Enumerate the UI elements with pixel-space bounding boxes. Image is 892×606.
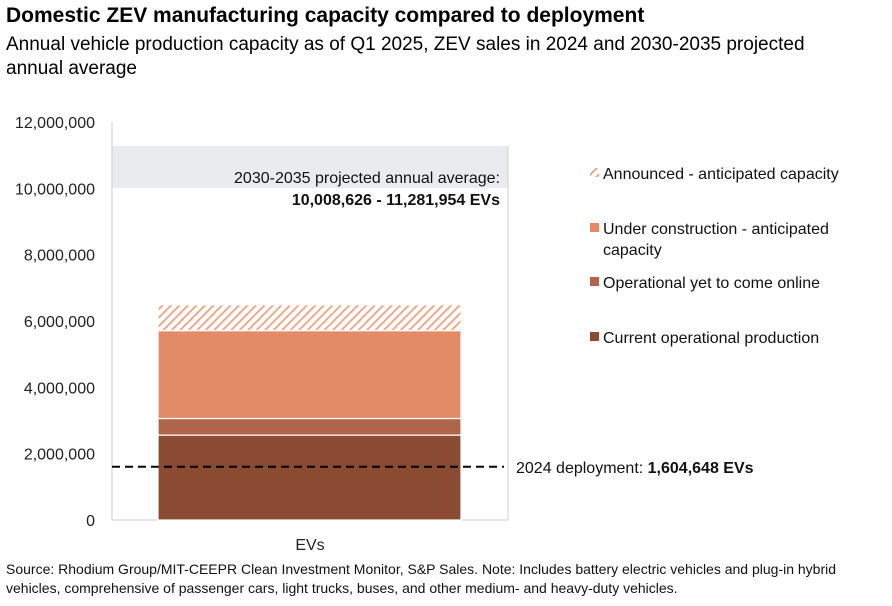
source-note: Source: Rhodium Group/MIT-CEEPR Clean In… bbox=[6, 561, 837, 596]
legend-label: Announced - anticipated capacity bbox=[603, 166, 839, 183]
legend-swatch bbox=[590, 332, 599, 341]
projection-range-label: 10,008,626 - 11,281,954 EVs bbox=[292, 192, 500, 209]
y-tick-label: 2,000,000 bbox=[24, 447, 95, 464]
chart-canvas: 2030-2035 projected annual average: 10,00… bbox=[15, 115, 839, 554]
bar-segment bbox=[157, 330, 462, 420]
legend-swatch bbox=[590, 223, 599, 232]
legend-swatch bbox=[590, 168, 599, 177]
bar-segment bbox=[157, 417, 462, 436]
y-tick-label: 4,000,000 bbox=[24, 380, 95, 397]
projection-band bbox=[112, 145, 508, 189]
legend-label: Under construction - anticipated capacity bbox=[603, 221, 829, 259]
y-tick-label: 0 bbox=[86, 513, 95, 530]
bar-segment bbox=[157, 434, 462, 521]
legend-label: Operational yet to come online bbox=[603, 275, 820, 292]
bar-segment bbox=[157, 304, 462, 332]
y-tick-label: 6,000,000 bbox=[24, 314, 95, 331]
y-tick-label: 10,000,000 bbox=[15, 181, 95, 198]
x-tick-label: EVs bbox=[295, 537, 324, 554]
deployment-label: 2024 deployment: 1,604,648 EVs bbox=[516, 460, 754, 477]
chart-subtitle: Annual vehicle production capacity as of… bbox=[6, 34, 805, 79]
y-tick-label: 12,000,000 bbox=[15, 115, 95, 132]
legend-swatch bbox=[590, 277, 599, 286]
legend-label: Current operational production bbox=[603, 330, 819, 347]
y-tick-label: 8,000,000 bbox=[24, 248, 95, 265]
chart-title: Domestic ZEV manufacturing capacity comp… bbox=[6, 4, 645, 27]
projection-label: 2030-2035 projected annual average: bbox=[234, 170, 500, 187]
